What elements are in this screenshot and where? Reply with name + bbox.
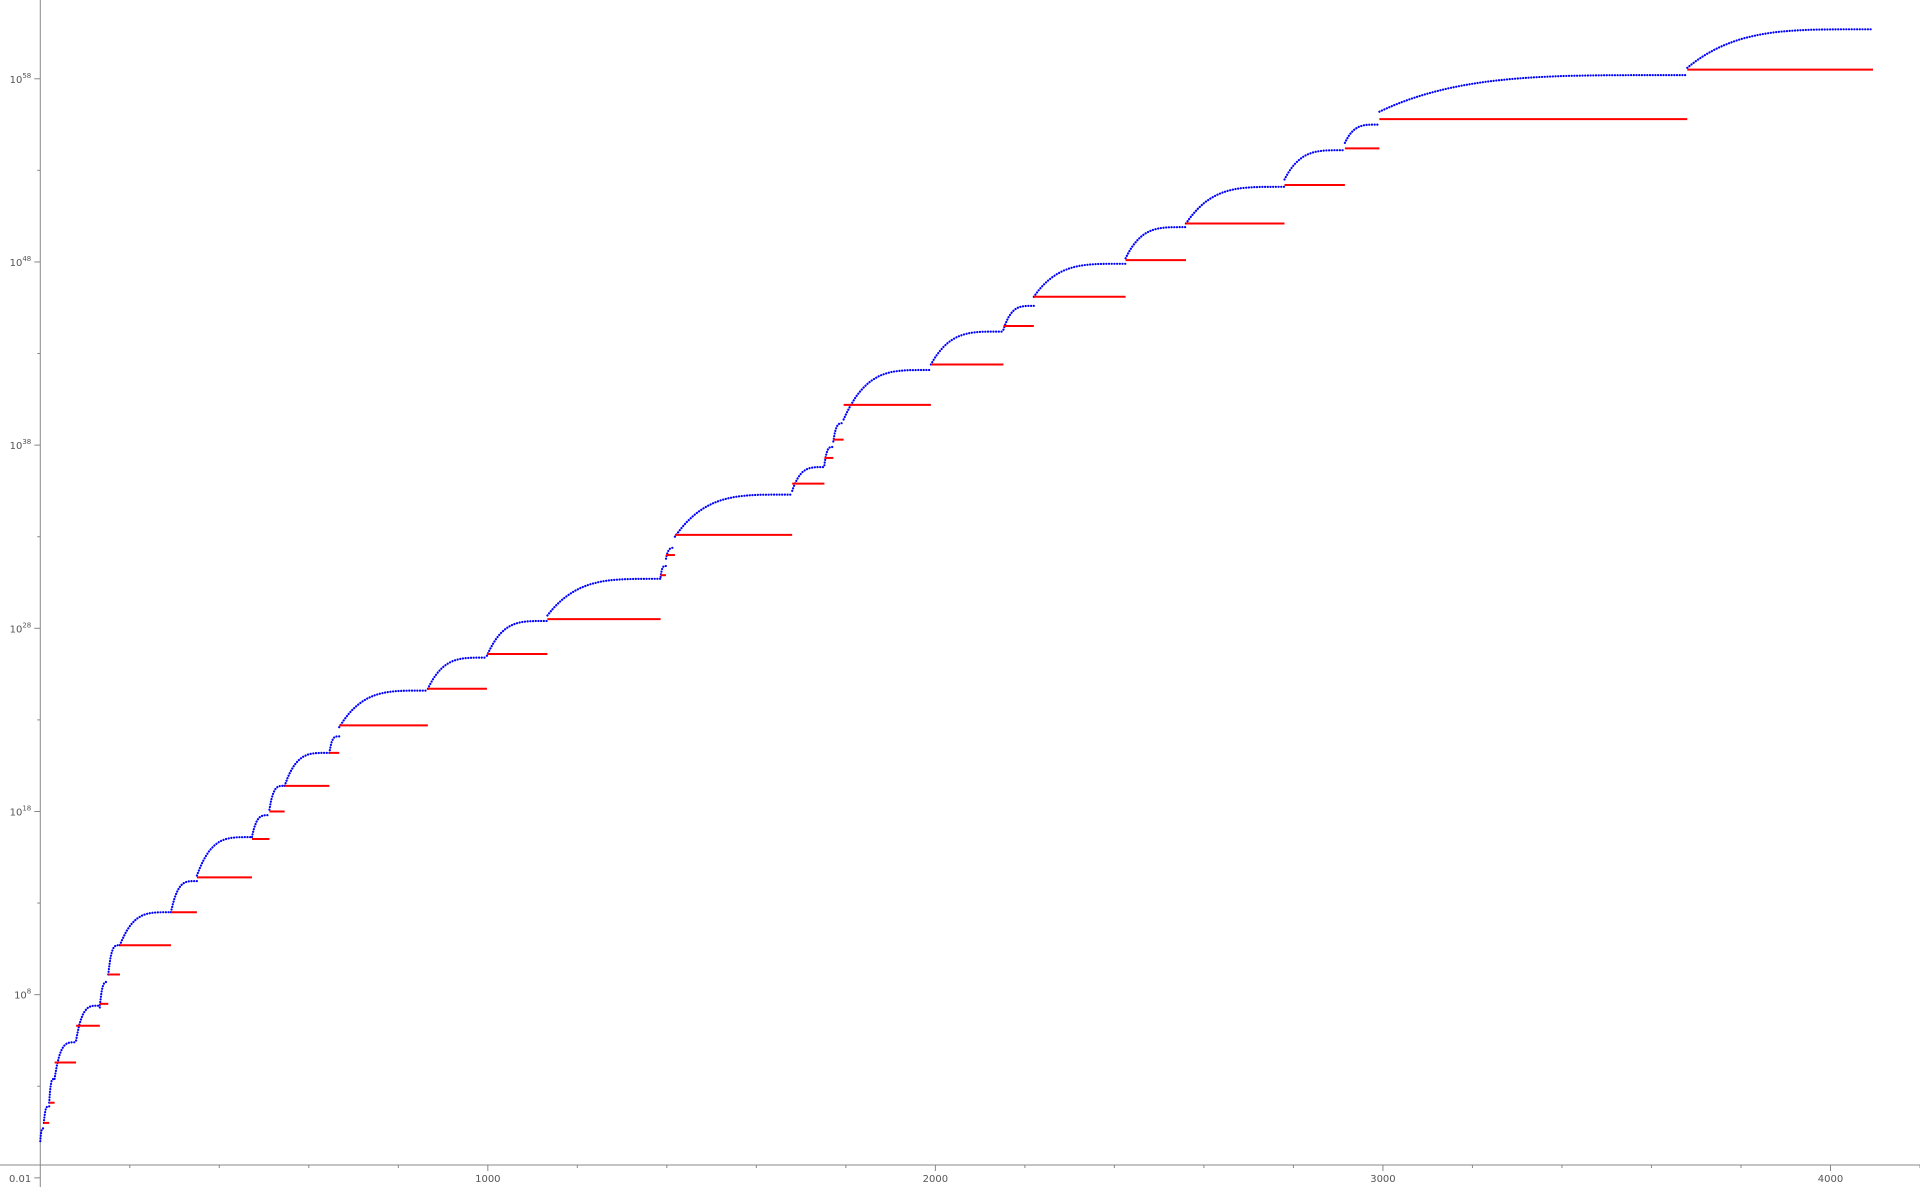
blue-point-run bbox=[118, 911, 173, 947]
blue-point-run bbox=[48, 1077, 56, 1104]
y-tick-label: 1018 bbox=[10, 804, 32, 818]
blue-point-run bbox=[842, 368, 933, 421]
blue-point-run bbox=[268, 784, 286, 811]
blue-point-run bbox=[1686, 28, 1875, 69]
blue-point-run bbox=[328, 735, 341, 755]
blue-point-run bbox=[74, 1004, 101, 1042]
blue-point-run bbox=[1343, 123, 1381, 144]
blue-point-run bbox=[39, 1127, 46, 1143]
blue-point-run bbox=[791, 466, 826, 492]
blue-point-run bbox=[823, 445, 835, 467]
blue-point-run bbox=[485, 619, 549, 657]
blue-point-run bbox=[664, 546, 677, 560]
blue-point-run bbox=[283, 751, 331, 787]
tick-labels: 1000 2000 3000 4000 0.01 108 1018 1028 1038 1048 1… bbox=[9, 72, 1843, 1185]
y-tick-label: 0.01 bbox=[9, 1174, 31, 1185]
y-tick-label: 1048 bbox=[10, 255, 32, 269]
blue-point-run bbox=[426, 656, 488, 690]
y-tick-label: 108 bbox=[14, 988, 31, 1002]
blue-point-run bbox=[169, 879, 198, 914]
x-tick-label: 1000 bbox=[475, 1174, 500, 1185]
y-tick-label: 1038 bbox=[10, 438, 32, 452]
x-tick-label: 3000 bbox=[1370, 1174, 1395, 1185]
blue-point-run bbox=[832, 422, 845, 443]
series-layer bbox=[39, 28, 1875, 1143]
x-tick-label: 2000 bbox=[923, 1174, 948, 1185]
y-tick-label: 1058 bbox=[10, 72, 32, 86]
blue-point-run bbox=[1184, 185, 1286, 225]
blue-point-run bbox=[42, 1105, 51, 1125]
blue-point-run bbox=[929, 330, 1005, 366]
x-tick-label: 4000 bbox=[1818, 1174, 1843, 1185]
blue-point-run bbox=[1378, 73, 1689, 113]
blue-point-run bbox=[195, 835, 254, 877]
blue-point-run bbox=[53, 1041, 78, 1081]
blue-point-run bbox=[659, 564, 668, 579]
blue-point-run bbox=[1032, 262, 1127, 298]
blue-point-run bbox=[1124, 226, 1188, 260]
blue-point-run bbox=[673, 493, 794, 538]
blue-point-run bbox=[98, 980, 110, 1009]
y-tick-label: 1028 bbox=[10, 621, 32, 635]
blue-point-run bbox=[250, 813, 271, 839]
blue-point-run bbox=[546, 577, 662, 617]
blue-point-run bbox=[1002, 304, 1035, 331]
blue-point-run bbox=[1283, 149, 1347, 181]
blue-point-run bbox=[338, 689, 429, 729]
blue-point-run bbox=[107, 944, 122, 976]
